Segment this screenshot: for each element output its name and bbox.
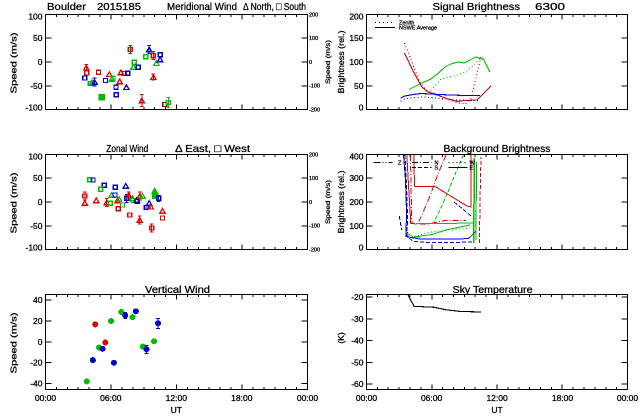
svg-text:100: 100 (349, 57, 363, 67)
svg-text:-100: -100 (309, 224, 320, 230)
svg-text:-50: -50 (30, 81, 43, 91)
svg-text:N: N (435, 161, 439, 167)
svg-text:-50: -50 (351, 357, 364, 367)
svg-text:6300: 6300 (535, 1, 565, 13)
svg-text:00:00: 00:00 (297, 393, 319, 403)
svg-text:20: 20 (33, 316, 43, 326)
svg-text:Speed (m/s): Speed (m/s) (9, 312, 19, 373)
svg-text:400: 400 (349, 152, 363, 162)
svg-text:-200: -200 (309, 247, 320, 253)
svg-text:Signal Brightness: Signal Brightness (433, 1, 521, 13)
svg-text:Background Brightness: Background Brightness (444, 143, 551, 155)
svg-text:-20: -20 (351, 292, 364, 302)
svg-text:-100: -100 (25, 102, 42, 112)
svg-text:Speed (m/s): Speed (m/s) (9, 172, 19, 233)
svg-text:Z: Z (398, 161, 402, 167)
svg-text:Meridional Wind: Meridional Wind (167, 1, 237, 13)
svg-text:0: 0 (38, 57, 43, 67)
svg-text:-200: -200 (309, 107, 320, 113)
svg-text:50: 50 (33, 173, 43, 183)
svg-text:200: 200 (349, 12, 363, 22)
svg-text:100: 100 (309, 176, 318, 182)
svg-text:12:00: 12:00 (486, 393, 508, 403)
svg-text:0: 0 (309, 60, 312, 66)
svg-text:-60: -60 (351, 379, 364, 389)
svg-text:UT: UT (491, 405, 502, 415)
svg-text:NSWE Average: NSWE Average (399, 26, 437, 32)
svg-text:0: 0 (309, 200, 312, 206)
svg-text:W: W (470, 161, 476, 167)
svg-text:-100: -100 (25, 242, 42, 252)
svg-text:E: E (470, 166, 474, 172)
svg-text:18:00: 18:00 (231, 393, 253, 403)
svg-text:-30: -30 (351, 314, 364, 324)
svg-text:200: 200 (349, 197, 363, 207)
svg-text:Speed (m/s): Speed (m/s) (9, 32, 19, 93)
svg-text:-40: -40 (351, 336, 364, 346)
svg-text:Vertical Wind: Vertical Wind (145, 284, 210, 296)
svg-text:Brightness (rel.): Brightness (rel.) (336, 30, 346, 93)
svg-text:300: 300 (349, 173, 363, 183)
svg-text:00:00: 00:00 (35, 393, 57, 403)
svg-text:12:00: 12:00 (166, 393, 188, 403)
svg-text:06:00: 06:00 (100, 393, 122, 403)
svg-text:18:00: 18:00 (552, 393, 574, 403)
svg-text:UT: UT (171, 405, 182, 415)
svg-text:100: 100 (28, 12, 42, 22)
svg-text:50: 50 (354, 81, 364, 91)
svg-text:50: 50 (33, 33, 43, 43)
svg-text:0: 0 (38, 337, 43, 347)
svg-text:100: 100 (349, 221, 363, 231)
svg-text:40: 40 (33, 295, 43, 305)
svg-text:0: 0 (38, 197, 43, 207)
svg-text:Δ East, □ West: Δ East, □ West (175, 143, 250, 155)
svg-text:Boulder: Boulder (47, 1, 87, 13)
svg-text:(K): (K) (336, 332, 346, 344)
svg-text:-50: -50 (30, 221, 43, 231)
svg-text:-20: -20 (30, 358, 43, 368)
svg-text:S: S (435, 166, 439, 172)
svg-text:Sky Temperature: Sky Temperature (453, 284, 533, 296)
svg-text:100: 100 (309, 36, 318, 42)
svg-text:00:00: 00:00 (617, 393, 639, 403)
svg-text:Δ North, □ South: Δ North, □ South (243, 1, 306, 13)
svg-text:2015185: 2015185 (97, 1, 141, 13)
svg-text:Speed (m/s): Speed (m/s) (326, 40, 332, 84)
svg-text:00:00: 00:00 (356, 393, 378, 403)
svg-text:Zenith: Zenith (399, 21, 414, 27)
svg-text:-100: -100 (309, 84, 320, 90)
svg-text:200: 200 (309, 12, 318, 18)
svg-text:Brightness (rel.): Brightness (rel.) (336, 170, 346, 233)
svg-text:150: 150 (349, 33, 363, 43)
svg-text:0: 0 (359, 242, 364, 252)
svg-text:Speed (m/s): Speed (m/s) (326, 180, 332, 224)
svg-text:06:00: 06:00 (421, 393, 443, 403)
svg-text:-40: -40 (30, 379, 43, 389)
svg-text:0: 0 (359, 102, 364, 112)
svg-text:200: 200 (309, 152, 318, 158)
svg-text:Zonal Wind: Zonal Wind (106, 143, 148, 155)
svg-text:100: 100 (28, 152, 42, 162)
